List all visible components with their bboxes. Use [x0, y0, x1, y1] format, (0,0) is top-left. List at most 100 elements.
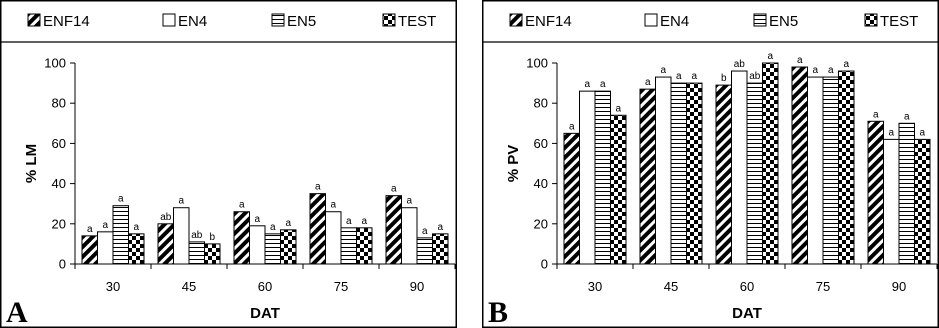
- bar-test-45: [204, 243, 221, 265]
- bar-en4-30: [579, 90, 596, 265]
- data-label: a: [178, 196, 184, 207]
- x-tick-label: 60: [740, 279, 754, 294]
- y-tick-label: 80: [52, 96, 66, 111]
- x-tick-label: 90: [410, 279, 424, 294]
- bar-en4-75: [325, 211, 342, 265]
- panel-frame: [0, 0, 457, 328]
- data-label: a: [87, 224, 93, 235]
- x-tick-label: 75: [816, 279, 830, 294]
- y-tick-label: 40: [52, 176, 66, 191]
- bar-en4-60: [249, 225, 266, 265]
- y-tick-label: 0: [541, 257, 548, 272]
- bar-en5-30: [112, 205, 129, 265]
- data-label: a: [270, 222, 276, 233]
- bar-en4-75: [807, 76, 824, 265]
- x-tick-label: 45: [664, 279, 678, 294]
- chart-panel-b: ENF14 EN4 EN5 TEST 0 20 40 60 80 100 % PV 30 45 60 75 9…: [482, 0, 939, 328]
- legend-label-test: TEST: [880, 13, 918, 30]
- chart-panel-a: ENF14 EN4 EN5 TEST 0 20 40 60 80 100 % LM 30 45 60 75 9…: [0, 0, 457, 328]
- data-label: ab: [191, 230, 203, 241]
- bar-en4-90: [883, 138, 900, 265]
- bar-test-90: [914, 138, 931, 265]
- panel-label: B: [488, 296, 508, 328]
- x-tick-label: 30: [106, 279, 120, 294]
- bar-test-60: [762, 62, 779, 265]
- bar-en5-75: [340, 227, 357, 265]
- bar-enf14-60: [715, 84, 732, 265]
- y-tick-label: 60: [534, 136, 548, 151]
- bar-en4-30: [97, 231, 114, 265]
- legend: ENF14 EN4 EN5 TEST: [27, 13, 436, 30]
- y-tick-label: 20: [534, 216, 548, 231]
- data-label: a: [118, 194, 124, 205]
- data-label: a: [812, 65, 818, 76]
- data-label: a: [828, 65, 834, 76]
- bar-enf14-45: [639, 88, 656, 265]
- data-label: a: [315, 182, 321, 193]
- bar-enf14-90: [385, 195, 402, 265]
- data-label: a: [645, 77, 651, 88]
- data-label: a: [691, 71, 697, 82]
- data-label: a: [361, 216, 367, 227]
- bar-en5-45: [670, 82, 687, 265]
- bar-test-45: [686, 82, 703, 265]
- bar-en5-90: [898, 122, 915, 265]
- x-tick-label: 75: [334, 279, 348, 294]
- y-tick-label: 40: [534, 176, 548, 191]
- bar-enf14-45: [157, 223, 174, 265]
- bar-en5-60: [264, 233, 281, 265]
- bar-enf14-90: [867, 120, 884, 265]
- bar-en4-90: [401, 207, 418, 265]
- y-tick-label: 60: [52, 136, 66, 151]
- data-label: ab: [749, 71, 761, 82]
- y-axis: 0 20 40 60 80 100: [44, 56, 76, 272]
- y-tick-label: 100: [44, 56, 66, 71]
- bar-enf14-75: [791, 66, 808, 265]
- y-axis-title: % LM: [23, 144, 40, 183]
- bar-test-60: [280, 229, 297, 265]
- bar-en5-45: [188, 241, 205, 265]
- legend-swatch-test: [864, 13, 878, 27]
- bar-en4-60: [731, 70, 748, 265]
- x-tick-label: 30: [588, 279, 602, 294]
- data-label: a: [239, 200, 245, 211]
- data-label: a: [422, 226, 428, 237]
- bar-test-75: [838, 70, 855, 265]
- legend-label-en5: EN5: [287, 13, 316, 30]
- y-axis: 0 20 40 60 80 100: [526, 56, 558, 272]
- legend-label-enf14: ENF14: [525, 13, 572, 30]
- bar-en5-90: [416, 237, 433, 265]
- bar-en4-45: [655, 76, 672, 265]
- data-label: a: [584, 79, 590, 90]
- legend-swatch-en5: [271, 13, 285, 27]
- data-label: a: [873, 109, 879, 120]
- legend-swatch-test: [382, 13, 396, 27]
- data-label: ab: [160, 212, 172, 223]
- data-label: a: [767, 51, 773, 62]
- legend-label-enf14: ENF14: [43, 13, 90, 30]
- y-tick-label: 80: [534, 96, 548, 111]
- legend-label-en5: EN5: [769, 13, 798, 30]
- x-axis: 30 45 60 75 90: [556, 263, 938, 294]
- legend-swatch-en4: [644, 13, 658, 27]
- y-tick-label: 0: [59, 257, 66, 272]
- bar-en5-75: [822, 76, 839, 265]
- bar-test-30: [610, 114, 627, 265]
- data-label: a: [569, 121, 575, 132]
- legend-label-test: TEST: [398, 13, 436, 30]
- data-label: a: [406, 196, 412, 207]
- data-label: a: [676, 71, 682, 82]
- data-label: a: [660, 65, 666, 76]
- data-label: a: [888, 127, 894, 138]
- x-tick-label: 60: [258, 279, 272, 294]
- data-label: a: [102, 220, 108, 231]
- data-label: a: [615, 103, 621, 114]
- data-label: b: [721, 73, 727, 84]
- bar-test-90: [432, 233, 449, 265]
- data-label: a: [843, 59, 849, 70]
- bar-en5-30: [594, 90, 611, 265]
- data-label: b: [209, 232, 215, 243]
- bar-en5-60: [746, 82, 763, 265]
